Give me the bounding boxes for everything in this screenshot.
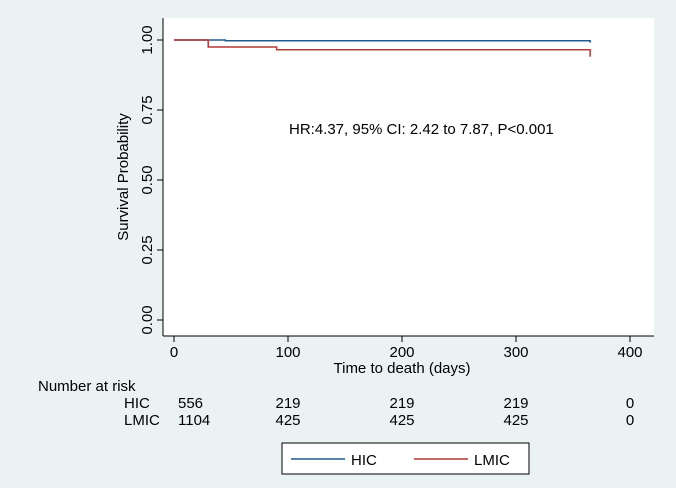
legend: HIC LMIC [281, 442, 530, 475]
risk-value: 425 [275, 412, 300, 429]
x-axis-label: Time to death (days) [334, 360, 471, 377]
x-tick-label: 400 [617, 344, 642, 361]
legend-label-hic: HIC [351, 452, 377, 469]
series-layer [174, 39, 591, 57]
y-tick-label: 0.25 [139, 235, 156, 264]
y-axis-label: Survival Probability [115, 113, 132, 241]
risk-value: 219 [275, 395, 300, 412]
x-tick-label: 200 [389, 344, 414, 361]
x-tick-group: 0 100 200 300 400 [170, 336, 643, 361]
risk-value: 556 [178, 395, 203, 412]
risk-value: 1104 [178, 412, 210, 429]
legend-label-lmic: LMIC [474, 452, 510, 469]
risk-row-label: HIC [124, 395, 150, 412]
risk-row-label: LMIC [124, 412, 160, 429]
x-tick-label: 300 [503, 344, 528, 361]
plot-area [163, 18, 654, 336]
hazard-ratio-annotation: HR:4.37, 95% CI: 2.42 to 7.87, P<0.001 [289, 121, 554, 138]
risk-table-heading: Number at risk [38, 378, 136, 395]
risk-table: HIC 556 219 219 219 0 LMIC 1104 425 425 425 0 [124, 395, 634, 429]
risk-value: 0 [626, 412, 634, 429]
x-tick-label: 100 [275, 344, 300, 361]
y-tick-group: 0.00 0.25 0.50 0.75 1.00 [139, 25, 163, 335]
risk-value: 0 [626, 395, 634, 412]
risk-value: 219 [503, 395, 528, 412]
y-tick-label: 0.00 [139, 305, 156, 334]
y-tick-label: 0.75 [139, 95, 156, 124]
y-tick-label: 0.50 [139, 165, 156, 194]
risk-value: 425 [389, 412, 414, 429]
risk-value: 219 [389, 395, 414, 412]
risk-value: 425 [503, 412, 528, 429]
series-line-lmic [174, 39, 591, 57]
x-tick-label: 0 [170, 344, 178, 361]
y-tick-label: 1.00 [139, 25, 156, 54]
